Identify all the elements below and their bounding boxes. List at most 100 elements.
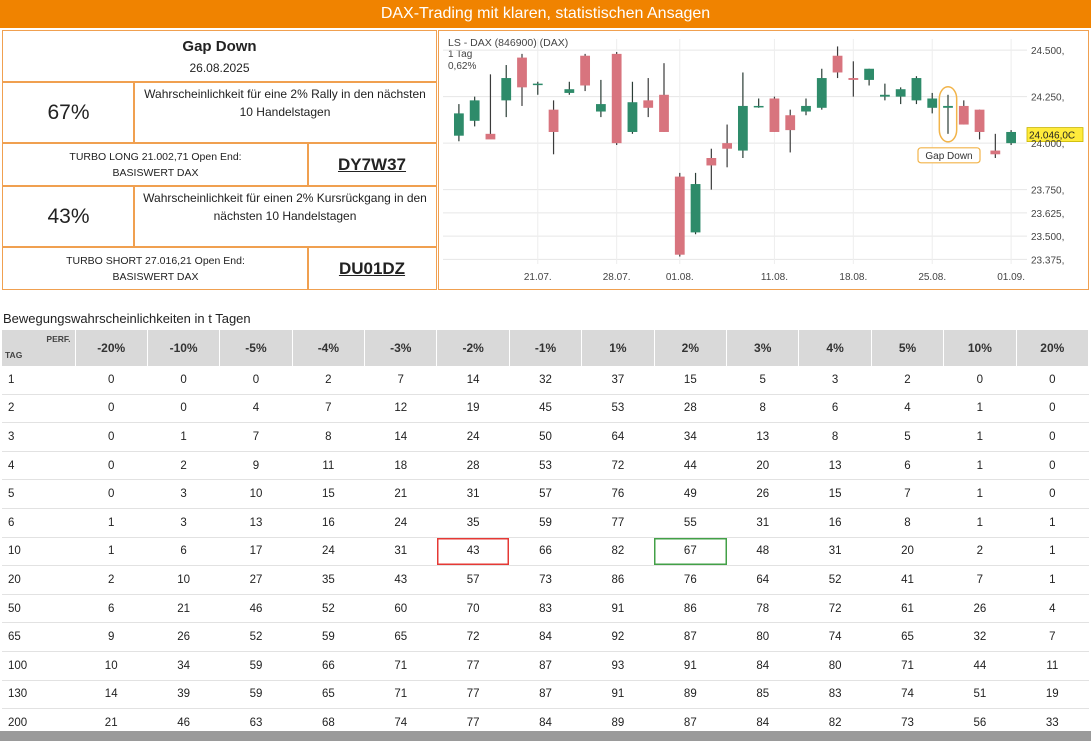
table-cell: 0 xyxy=(1016,479,1089,509)
turbo-short-code-link[interactable]: DU01DZ xyxy=(338,258,406,278)
table-cell: 13 xyxy=(798,451,872,481)
table-cell: 0 xyxy=(1016,422,1089,452)
candle-body xyxy=(580,55,591,86)
table-cell: 71 xyxy=(364,651,437,681)
row-day-label: 5 xyxy=(2,479,75,509)
table-cell: 71 xyxy=(871,651,944,681)
table-cell: 0 xyxy=(219,366,293,395)
table-cell: 0 xyxy=(1016,394,1089,424)
table-cell: 13 xyxy=(219,508,293,538)
turbo-long-code-link[interactable]: DY7W37 xyxy=(337,154,407,174)
table-cell: 82 xyxy=(581,537,655,567)
table-cell: 41 xyxy=(871,565,944,595)
overlay-layer: Gap Down 24.046,0C xyxy=(917,86,1084,164)
candle-body xyxy=(895,89,906,97)
candle-body xyxy=(469,100,480,121)
column-header: -2% xyxy=(436,330,510,366)
last-price-marker xyxy=(1026,127,1084,142)
table-cell: 53 xyxy=(581,394,655,424)
candle-body xyxy=(785,115,796,131)
chart-change: 0,62% xyxy=(448,61,476,72)
table-cell: 12 xyxy=(364,394,437,424)
table-cell: 1 xyxy=(75,508,148,538)
table-row: 50 6 21 46 52 60 70 83 91 86 78 72 61 26 4 xyxy=(2,594,1089,624)
table-cell: 16 xyxy=(798,508,872,538)
last-price-label: 24.046,0C xyxy=(1029,131,1075,142)
table-cell: 74 xyxy=(798,622,872,652)
candle-body xyxy=(974,109,985,132)
table-cell: 91 xyxy=(581,680,655,710)
table-cell: 3 xyxy=(798,366,872,395)
table-cell: 60 xyxy=(364,594,437,624)
table-cell: 1 xyxy=(75,537,148,567)
table-cell: 11 xyxy=(292,451,365,481)
table-cell: 31 xyxy=(726,508,799,538)
x-tick-label: 18.08. xyxy=(839,272,867,283)
table-cell: 66 xyxy=(292,651,365,681)
table-cell: 24 xyxy=(436,422,510,452)
table-cell: 70 xyxy=(436,594,510,624)
table-row: 6 1 3 13 16 24 35 59 77 55 31 16 8 1 1 xyxy=(2,508,1089,538)
table-cell: 15 xyxy=(654,366,727,395)
turbo-long-info: TURBO LONG 21.002,71 Open End: BASISWERT… xyxy=(2,143,309,186)
table-cell: 0 xyxy=(75,366,148,395)
table-cell: 0 xyxy=(75,479,148,509)
table-cell: 80 xyxy=(726,622,799,652)
row-day-label: 50 xyxy=(2,594,75,624)
table-row: 5 0 3 10 15 21 31 57 76 49 26 15 7 1 0 xyxy=(2,479,1089,509)
table-cell: 15 xyxy=(798,479,872,509)
table-cell: 31 xyxy=(436,479,510,509)
turbo-long-line2: BASISWERT DAX xyxy=(112,166,199,179)
turbo-short-line2: BASISWERT DAX xyxy=(112,270,199,283)
footer-bar xyxy=(0,731,1091,741)
candle-body xyxy=(453,113,464,136)
table-cell: 34 xyxy=(147,651,220,681)
table-cell: 1 xyxy=(1016,565,1089,595)
table-cell: 59 xyxy=(509,508,582,538)
column-header: 2% xyxy=(654,330,728,366)
table-row: 20 2 10 27 35 43 57 73 86 76 64 52 41 7 1 xyxy=(2,565,1089,595)
table-cell: 20 xyxy=(871,537,944,567)
table-cell: 1 xyxy=(943,422,1017,452)
column-header: -3% xyxy=(364,330,438,366)
candle-body xyxy=(517,57,527,88)
row-day-label: 10 xyxy=(2,537,75,567)
table-cell: 87 xyxy=(509,651,582,681)
table-cell: 10 xyxy=(219,479,293,509)
corner-perf-label: PERF. xyxy=(46,334,71,344)
candle-body xyxy=(627,102,638,132)
column-header: -10% xyxy=(147,330,221,366)
table-cell: 18 xyxy=(364,451,437,481)
table-cell: 87 xyxy=(509,680,582,710)
table-cell: 2 xyxy=(871,366,944,395)
table-cell: 87 xyxy=(654,622,727,652)
table-cell: 73 xyxy=(509,565,582,595)
candle-body xyxy=(801,105,811,112)
candle-body xyxy=(737,105,748,151)
table-row: 100 10 34 59 66 71 77 87 93 91 84 80 71 44 11 xyxy=(2,651,1089,681)
table-cell: 76 xyxy=(654,565,727,595)
candle-body xyxy=(879,94,890,97)
table-cell: 72 xyxy=(798,594,872,624)
table-cell: 9 xyxy=(75,622,148,652)
table-cell: 43 xyxy=(364,565,437,595)
table-cell: 48 xyxy=(726,537,799,567)
table-cell: 24 xyxy=(364,508,437,538)
table-cell: 39 xyxy=(147,680,220,710)
table-cell: 10 xyxy=(75,651,148,681)
table-cell: 7 xyxy=(871,479,944,509)
table-cell: 85 xyxy=(726,680,799,710)
table-cell: 14 xyxy=(436,366,510,395)
table-cell: 5 xyxy=(871,422,944,452)
table-body: 1 0 0 0 2 7 14 32 37 15 5 3 2 0 0 2 0 0 4 7 12 19 45 53 28 8 6 4 1 0 3… xyxy=(2,366,1089,738)
row-day-label: 20 xyxy=(2,565,75,595)
chart-svg: LS - DAX (846900) (DAX) 1 Tag 0,62% Gap … xyxy=(439,31,1087,288)
x-tick-label: 21.07. xyxy=(524,272,552,283)
table-cell: 52 xyxy=(219,622,293,652)
column-header: 4% xyxy=(798,330,872,366)
table-cell: 59 xyxy=(219,680,293,710)
chart-title: LS - DAX (846900) (DAX) xyxy=(448,37,568,49)
table-cell: 66 xyxy=(509,537,582,567)
candle-body xyxy=(611,53,622,144)
table-cell: 8 xyxy=(726,394,799,424)
